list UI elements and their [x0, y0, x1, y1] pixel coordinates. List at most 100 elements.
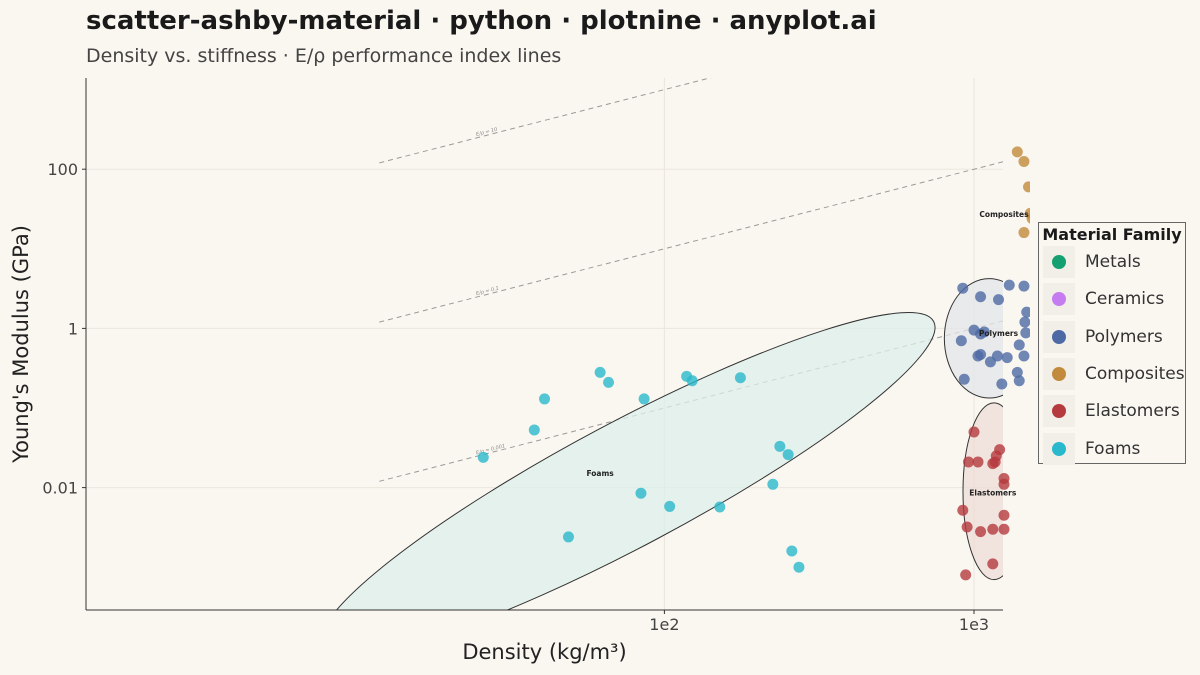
point-polymers	[1003, 279, 1015, 291]
legend-swatch	[1052, 404, 1066, 419]
point-polymers	[1019, 316, 1030, 328]
index-line-label: E/ρ = 0.1	[476, 286, 500, 297]
point-elastomers	[960, 569, 972, 581]
point-polymers	[972, 350, 984, 362]
ellipse-foams	[319, 312, 936, 610]
ellipse-polymers	[943, 278, 1003, 399]
point-elastomers	[998, 523, 1010, 535]
point-foams	[635, 487, 647, 499]
legend-label: Foams	[1085, 438, 1141, 459]
legend-label: Polymers	[1085, 326, 1163, 347]
y-tick-label: 1	[68, 319, 78, 338]
point-elastomers	[972, 456, 984, 468]
legend-swatch	[1052, 329, 1066, 344]
legend-label: Ceramics	[1085, 289, 1165, 310]
point-foams	[603, 376, 615, 388]
point-polymers	[1001, 352, 1013, 364]
legend-swatch	[1052, 292, 1066, 307]
point-polymers	[1018, 350, 1030, 362]
point-elastomers	[998, 509, 1010, 521]
legend-item-elastomers: Elastomers	[1043, 394, 1180, 428]
point-foams	[774, 440, 786, 452]
legend-item-foams: Foams	[1043, 432, 1140, 466]
family-ellipses	[319, 112, 1030, 610]
index-line-label: E/ρ = 10	[476, 127, 499, 138]
point-composites	[1023, 181, 1030, 193]
legend-key	[1043, 432, 1075, 465]
point-composites	[1018, 227, 1030, 239]
point-elastomers	[963, 456, 975, 468]
point-polymers	[1013, 339, 1025, 351]
index-line-0	[379, 78, 712, 164]
point-elastomers	[975, 526, 987, 538]
point-foams	[594, 366, 606, 378]
point-polymers	[1021, 306, 1030, 318]
legend-swatch	[1052, 255, 1066, 269]
region-labels: MetalsCeramicsPolymersCompositesElastome…	[586, 210, 1029, 497]
index-line-1	[379, 161, 1003, 323]
point-polymers	[958, 373, 970, 385]
point-polymers	[1011, 366, 1023, 378]
point-polymers	[978, 326, 990, 338]
legend-key	[1043, 283, 1075, 316]
point-elastomers	[961, 521, 973, 533]
legend-key	[1043, 357, 1075, 390]
y-tick-label: 100	[47, 160, 78, 179]
point-polymers	[1018, 280, 1030, 292]
x-tick-label: 1e3	[959, 615, 989, 634]
region-label-foams: Foams	[586, 469, 614, 478]
region-label-elastomers: Elastomers	[969, 488, 1017, 497]
point-polymers	[957, 282, 969, 294]
ellipse-elastomers	[962, 402, 1003, 581]
point-polymers	[975, 291, 987, 303]
point-foams	[767, 478, 779, 490]
legend-key	[1043, 246, 1075, 278]
point-polymers	[1020, 327, 1030, 339]
region-label-polymers: Polymers	[979, 329, 1019, 338]
point-foams	[562, 531, 574, 543]
legend-item-metals: Metals	[1043, 245, 1141, 279]
point-polymers	[984, 356, 996, 368]
point-foams	[714, 501, 726, 513]
point-elastomers	[998, 478, 1010, 490]
point-composites	[1011, 146, 1023, 158]
point-elastomers	[987, 558, 999, 570]
data-points	[477, 146, 1030, 581]
chart-subtitle: Density vs. stiffness · E/ρ performance …	[86, 45, 562, 67]
legend-item-composites: Composites	[1043, 357, 1185, 391]
ellipse-ceramics	[1027, 112, 1030, 160]
x-tick-label: 1e2	[649, 615, 679, 634]
x-axis-title: Density (kg/m³)	[462, 640, 626, 664]
point-composites	[1026, 213, 1030, 224]
point-foams	[793, 561, 805, 573]
point-foams	[539, 393, 551, 405]
point-elastomers	[957, 504, 969, 516]
legend-label: Metals	[1085, 252, 1141, 272]
legend-swatch	[1052, 441, 1066, 456]
legend-label: Elastomers	[1085, 401, 1180, 422]
legend-item-ceramics: Ceramics	[1043, 282, 1164, 316]
point-foams	[782, 449, 794, 461]
point-foams	[686, 375, 698, 387]
point-elastomers	[968, 426, 980, 438]
legend-title: Material Family	[1042, 225, 1182, 244]
point-elastomers	[987, 523, 999, 535]
legend-label: Composites	[1085, 363, 1185, 384]
region-label-composites: Composites	[979, 210, 1029, 219]
y-axis-title: Young's Modulus (GPa)	[9, 225, 33, 464]
chart-title: scatter-ashby-material · python · plotni…	[86, 6, 877, 36]
point-foams	[734, 372, 746, 384]
point-foams	[664, 500, 676, 512]
point-foams	[477, 451, 489, 463]
point-composites	[1018, 155, 1030, 167]
legend-key	[1043, 395, 1075, 428]
point-foams	[528, 424, 540, 436]
point-elastomers	[989, 456, 1001, 468]
y-tick-label: 0.01	[42, 479, 78, 498]
point-polymers	[955, 335, 967, 347]
legend-key	[1043, 320, 1075, 353]
point-foams	[786, 545, 798, 557]
legend-item-polymers: Polymers	[1043, 320, 1163, 354]
legend-swatch	[1052, 366, 1066, 381]
